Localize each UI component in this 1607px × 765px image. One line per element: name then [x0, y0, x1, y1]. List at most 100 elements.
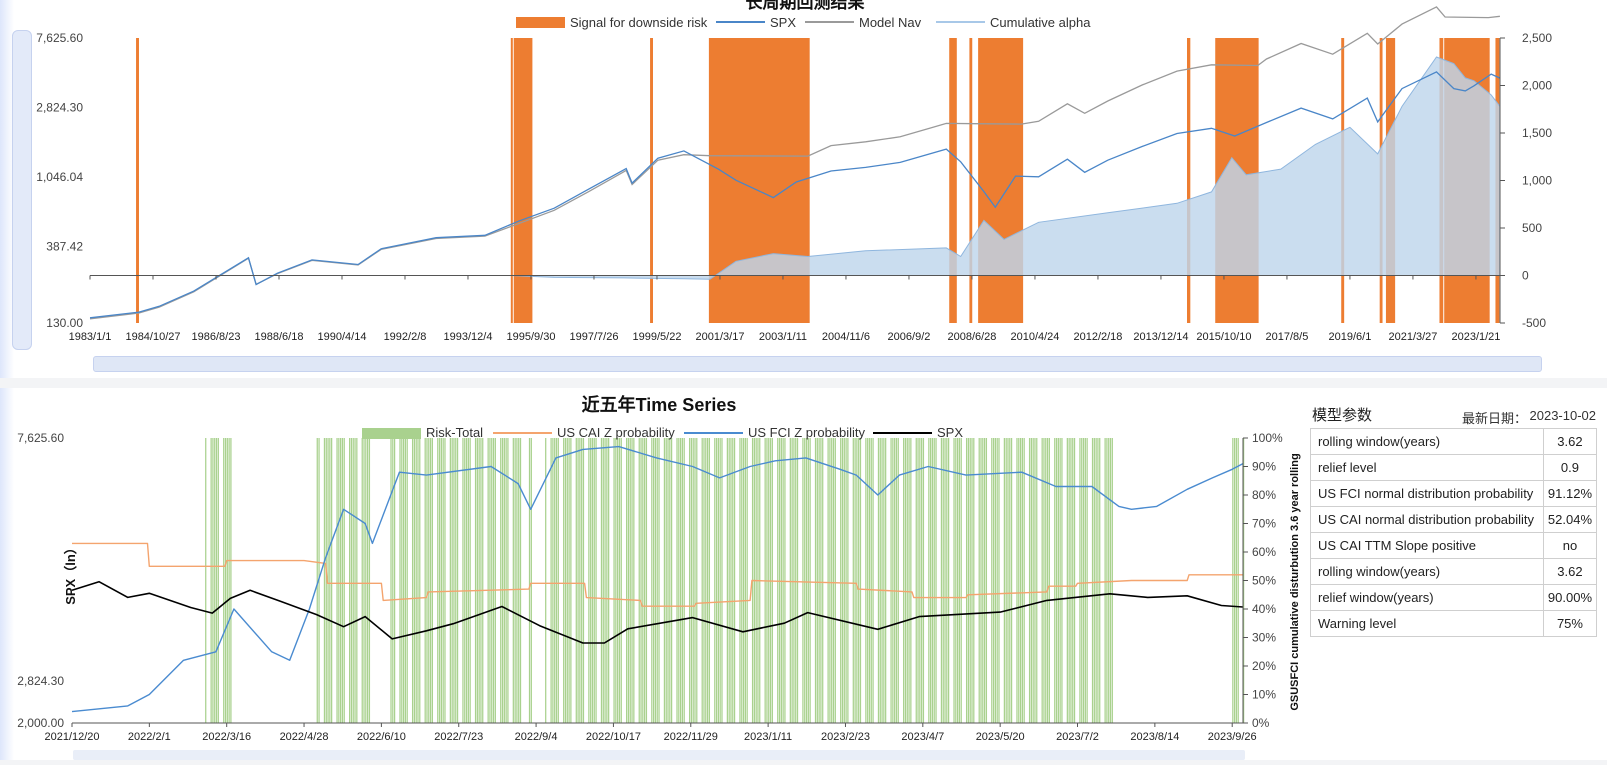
risk-total-bar — [604, 438, 606, 723]
risk-total-bar — [670, 438, 673, 723]
chart-legend[interactable]: Signal for downside risk SPX Model Nav C… — [516, 15, 1091, 30]
risk-total-bar — [392, 438, 394, 723]
risk-total-bar — [820, 438, 822, 723]
param-label: rolling window(years) — [1310, 558, 1544, 585]
risk-total-bar — [915, 438, 917, 723]
risk-total-bar — [814, 438, 817, 723]
signal-band — [513, 38, 533, 323]
param-label: US CAI normal distribution probability — [1310, 506, 1544, 533]
legend-swatch-signal[interactable] — [516, 17, 565, 28]
legend-swatch-risk-total[interactable] — [362, 428, 421, 439]
fci-line — [71, 445, 1244, 713]
risk-total-bar — [570, 438, 572, 723]
legend-label-risk-total[interactable]: Risk-Total — [426, 425, 483, 440]
risk-total-bar — [1235, 438, 1238, 723]
legend-label-cai[interactable]: US CAI Z probability — [557, 425, 675, 440]
x-tick-label: 2021/3/27 — [1388, 331, 1437, 343]
risk-total-bar — [717, 438, 720, 723]
risk-total-bar — [467, 438, 469, 723]
risk-total-bar — [1009, 438, 1011, 723]
risk-total-bar — [969, 438, 971, 723]
risk-total-bar — [557, 438, 559, 723]
cai-line — [72, 542, 1243, 607]
risk-total-bar — [744, 438, 746, 723]
y2-tick-label: 60% — [1252, 545, 1276, 559]
risk-total-bar — [453, 438, 455, 723]
risk-total-bar — [847, 438, 849, 723]
y2-tick-label: 40% — [1252, 602, 1276, 616]
risk-total-bar — [399, 438, 401, 723]
legend-label-model-nav[interactable]: Model Nav — [859, 15, 922, 30]
risk-total-bar — [1086, 438, 1088, 723]
risk-total-bar — [505, 438, 507, 723]
risk-total-bar — [715, 438, 718, 723]
risk-total-bar — [879, 438, 881, 723]
risk-total-bar — [1091, 438, 1094, 723]
risk-total-bar — [802, 438, 804, 723]
y2-tick-label: 1,000 — [1522, 174, 1552, 188]
legend-label-spx[interactable]: SPX — [770, 15, 796, 30]
risk-total-bar — [665, 438, 667, 723]
risk-total-bar — [340, 438, 342, 723]
risk-total-bar — [1061, 438, 1063, 723]
risk-total-bar — [469, 438, 471, 723]
vertical-zoom-slider[interactable] — [12, 30, 32, 350]
risk-total-bar — [555, 438, 558, 723]
horizontal-zoom-slider[interactable] — [93, 356, 1542, 372]
risk-total-bar — [683, 438, 685, 723]
risk-total-bar — [852, 438, 854, 723]
risk-total-bar — [1032, 438, 1034, 723]
legend-label-spx[interactable]: SPX — [937, 425, 963, 440]
risk-total-bar — [1237, 438, 1239, 723]
legend-label-cumulative-alpha[interactable]: Cumulative alpha — [990, 15, 1091, 30]
param-label: US FCI normal distribution probability — [1310, 480, 1544, 507]
risk-total-bar — [1082, 438, 1085, 723]
backtest-panel: 7,625.60 2,824.30 1,046.04 387.42 130.00 2,50… — [0, 0, 1607, 378]
risk-total-bar — [482, 438, 484, 723]
chart-legend[interactable]: Risk-Total US CAI Z probability US FCI Z… — [362, 425, 963, 440]
risk-total-bar — [627, 438, 630, 723]
x-tick-label: 2022/2/1 — [128, 731, 171, 743]
recent-panel: 7,625.60 2,824.30 2,000.00 100% 90% 80% 70% 60%… — [0, 388, 1607, 760]
risk-total-bar — [352, 438, 354, 723]
risk-total-bar — [894, 438, 896, 723]
signal-band — [650, 38, 653, 323]
risk-total-bar — [367, 438, 369, 723]
signal-band — [978, 38, 1024, 323]
y2-tick-label: 100% — [1252, 431, 1283, 445]
risk-total-bar — [217, 438, 219, 723]
params-table: rolling window(years) 3.62 relief level 0.… — [1310, 428, 1598, 637]
risk-total-bar — [1041, 438, 1043, 723]
risk-total-bar — [615, 438, 617, 723]
risk-total-bar — [595, 438, 597, 723]
risk-total-bar — [451, 438, 453, 723]
risk-total-bar — [726, 438, 728, 723]
risk-total-bar — [885, 438, 887, 723]
risk-total-bar — [501, 438, 504, 723]
legend-label-signal[interactable]: Signal for downside risk — [570, 15, 708, 30]
risk-total-bar — [224, 438, 227, 723]
risk-total-bar — [577, 438, 579, 723]
risk-total-bar — [1095, 438, 1097, 723]
risk-total-bar — [633, 438, 635, 723]
risk-total-bar — [617, 438, 619, 723]
param-value: 0.9 — [1542, 454, 1598, 481]
risk-total-bar — [401, 438, 403, 723]
y2-tick-label: 30% — [1252, 631, 1276, 645]
risk-total-bar — [865, 438, 867, 723]
risk-total-bar — [350, 438, 353, 723]
horizontal-zoom-slider[interactable] — [73, 750, 1245, 760]
legend-label-fci[interactable]: US FCI Z probability — [748, 425, 866, 440]
risk-total-bar — [983, 438, 986, 723]
risk-total-bar — [690, 438, 693, 723]
params-row: rolling window(years) 3.62 — [1310, 428, 1598, 455]
risk-total-bar — [789, 438, 791, 723]
risk-total-bar — [1030, 438, 1032, 723]
y2-tick-label: 20% — [1252, 659, 1276, 673]
risk-total-bar — [870, 438, 872, 723]
risk-total-bar — [654, 438, 657, 723]
risk-total-bar — [1021, 438, 1023, 723]
risk-total-bar — [733, 438, 736, 723]
risk-total-bar — [732, 438, 734, 723]
risk-total-bars — [205, 438, 1245, 723]
